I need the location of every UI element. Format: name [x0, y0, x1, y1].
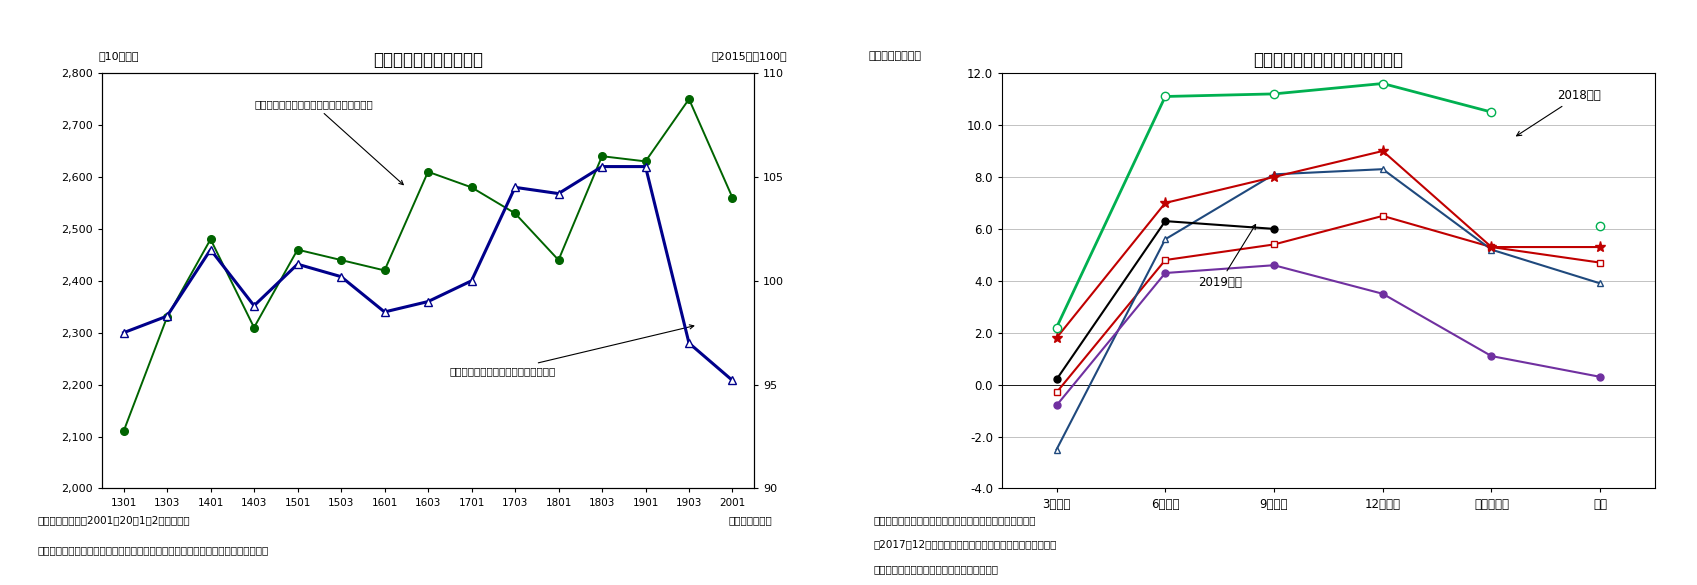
Text: （資料）内閣府「機械受注統計」、「景気動向指数」、経済産業省「鉱工業指数」: （資料）内閣府「機械受注統計」、「景気動向指数」、経済産業省「鉱工業指数」 [37, 545, 268, 555]
Title: 設備投資計画（全規模・全産業）: 設備投資計画（全規模・全産業） [1254, 51, 1403, 69]
Text: 投資財出荷（除く輸送機械、右目盛）: 投資財出荷（除く輸送機械、右目盛） [450, 325, 694, 376]
Text: （2015年＝100）: （2015年＝100） [711, 51, 787, 61]
Text: 2018年度: 2018年度 [1517, 89, 1600, 136]
Text: （前年度比、％）: （前年度比、％） [869, 51, 921, 61]
Text: 2019年度: 2019年度 [1198, 225, 1256, 289]
Text: （年・四半期）: （年・四半期） [728, 515, 772, 525]
Title: 設備投資関連指標の推移: 設備投資関連指標の推移 [373, 51, 484, 69]
Text: （資料）日本銀行「企業短期経済観測調査」: （資料）日本銀行「企業短期経済観測調査」 [874, 564, 1000, 574]
Text: （注）ソフトウェアを含む設備投資額（除く土地投資額）: （注）ソフトウェアを含む設備投資額（除く土地投資額） [874, 515, 1037, 525]
Text: 機械受注（船舶・電力除く民需、左目盛）: 機械受注（船舶・電力除く民需、左目盛） [255, 99, 404, 185]
Text: （10億円）: （10億円） [98, 51, 139, 61]
Text: 2017年12月調査までは調査対象企業見直し前の旧ベース: 2017年12月調査までは調査対象企業見直し前の旧ベース [874, 539, 1057, 549]
Text: （注）機械受注の2001は20年1、2月の平均値: （注）機械受注の2001は20年1、2月の平均値 [37, 515, 190, 525]
